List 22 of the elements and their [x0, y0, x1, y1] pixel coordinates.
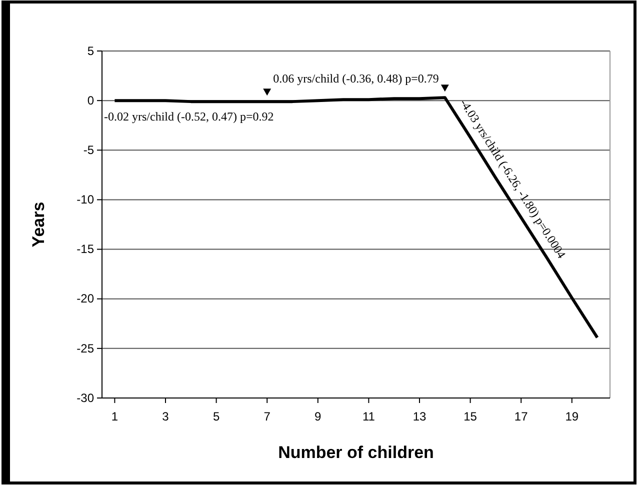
x-tick-label: 5	[212, 409, 220, 424]
y-tick-label: -25	[76, 341, 94, 356]
x-tick-label: 9	[314, 409, 322, 424]
annotation: 0.06 yrs/child (-0.36, 0.48) p=0.79	[273, 72, 439, 86]
x-tick-label: 3	[162, 409, 170, 424]
y-tick-label: 5	[87, 44, 94, 58]
x-tick-label: 11	[362, 409, 376, 424]
x-tick-label: 17	[514, 409, 528, 424]
y-tick-label: -30	[76, 390, 94, 405]
y-tick-label: 0	[87, 93, 94, 108]
y-axis-title: Years	[29, 202, 48, 248]
y-tick-label: -5	[83, 142, 94, 157]
y-tick-label: -20	[76, 292, 94, 306]
x-axis-title: Number of children	[278, 443, 434, 462]
x-tick-label: 15	[464, 409, 478, 424]
y-tick-label: -10	[76, 192, 94, 207]
y-tick-label: -15	[76, 242, 94, 256]
annotation: -0.02 yrs/child (-0.52, 0.47) p=0.92	[104, 110, 274, 124]
x-tick-label: 7	[264, 409, 271, 424]
x-tick-label: 19	[565, 409, 579, 424]
x-tick-label: 1	[111, 409, 118, 424]
x-tick-label: 13	[412, 409, 426, 424]
